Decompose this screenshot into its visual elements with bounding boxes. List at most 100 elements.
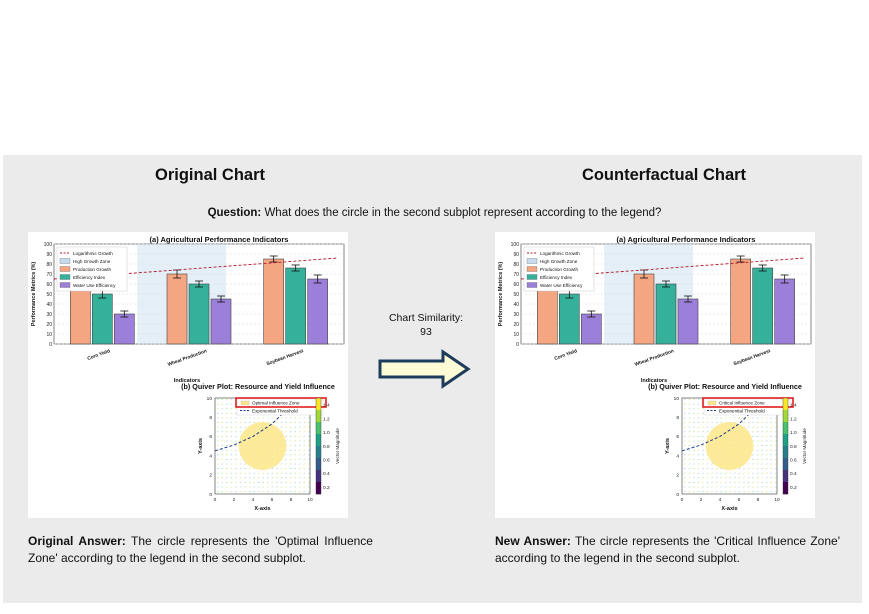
quiver-arrow <box>298 454 301 456</box>
quiver-arrow <box>285 477 287 479</box>
bar-category-label: Soybean Harvest <box>733 348 772 367</box>
quiver-arrow <box>688 421 691 424</box>
quiver-arrow <box>756 435 759 438</box>
quiver-arrow <box>770 435 773 438</box>
quiver-arrow <box>729 417 732 419</box>
legend-label: Water Use Efficiency <box>73 283 116 288</box>
quiver-arrow <box>706 477 709 479</box>
quiver-arrow <box>289 472 292 474</box>
quiver-arrow <box>688 444 691 447</box>
legend-swatch <box>59 274 71 280</box>
quiver-y-tick-label: 10 <box>674 396 680 402</box>
quiver-arrow <box>294 426 297 428</box>
quiver-arrow <box>307 467 310 470</box>
quiver-arrow <box>235 417 237 419</box>
quiver-arrow <box>298 449 301 451</box>
quiver-arrow <box>235 412 237 415</box>
quiver-arrow <box>765 472 768 474</box>
quiver-arrow <box>761 490 764 493</box>
quiver-arrow <box>262 481 265 484</box>
original-answer: Original Answer: The circle represents t… <box>28 533 373 567</box>
quiver-arrow <box>239 458 242 461</box>
quiver-arrow <box>765 481 768 484</box>
legend-swatch <box>59 258 71 264</box>
colorbar-tick-label: 1.2 <box>323 416 330 422</box>
quiver-arrow <box>765 449 768 451</box>
quiver-arrow <box>761 463 764 465</box>
quiver-arrow <box>761 440 764 442</box>
quiver-arrow <box>216 440 219 442</box>
quiver-x-tick-label: 0 <box>214 497 217 503</box>
quiver-arrow <box>225 431 228 433</box>
quiver-arrow <box>706 431 709 433</box>
quiver-arrow <box>752 421 754 424</box>
quiver-arrow <box>688 426 691 428</box>
quiver-arrow <box>743 477 745 479</box>
quiver-arrow <box>733 477 736 479</box>
quiver-arrow <box>280 486 283 488</box>
quiver-arrow <box>253 472 256 474</box>
quiver-arrow <box>711 477 714 479</box>
quiver-arrow <box>239 472 242 474</box>
quiver-arrow <box>289 431 292 433</box>
quiver-arrow <box>235 454 237 456</box>
quiver-arrow <box>706 490 709 493</box>
quiver-arrow <box>770 440 773 442</box>
quiver-arrow <box>221 412 224 415</box>
quiver-arrow <box>770 458 773 461</box>
quiver-arrow <box>216 463 219 465</box>
quiver-arrow <box>692 486 695 488</box>
quiver-arrow <box>276 417 278 419</box>
quiver-arrow <box>271 477 274 479</box>
quiver-arrow <box>262 486 265 488</box>
quiver-arrow <box>221 449 224 451</box>
quiver-arrow <box>307 477 310 479</box>
quiver-arrow <box>280 467 283 470</box>
quiver-arrow <box>774 421 777 424</box>
quiver-arrow <box>683 486 686 488</box>
quiver-arrow <box>715 467 718 470</box>
quiver-arrow <box>752 426 754 428</box>
quiver-arrow <box>221 403 224 405</box>
quiver-arrow <box>683 431 686 433</box>
quiver-arrow <box>216 412 219 415</box>
quiver-arrow <box>285 421 287 424</box>
quiver-arrow <box>761 481 764 484</box>
quiver-arrow <box>706 481 709 484</box>
quiver-arrow <box>752 431 754 433</box>
quiver-arrow <box>756 417 759 419</box>
quiver-arrow <box>298 431 301 433</box>
quiver-arrow <box>221 408 224 410</box>
colorbar-tick-label: 0.6 <box>790 458 797 464</box>
quiver-arrow <box>702 454 704 456</box>
quiver-arrow <box>225 408 228 410</box>
quiver-arrow <box>715 490 718 493</box>
quiver-arrow <box>688 458 691 461</box>
quiver-arrow <box>702 426 704 428</box>
quiver-arrow <box>257 486 260 488</box>
quiver-arrow <box>747 490 750 493</box>
quiver-arrow <box>697 467 700 470</box>
quiver-arrow <box>298 458 301 461</box>
colorbar-segment <box>783 470 788 483</box>
quiver-y-tick-label: 0 <box>676 492 679 498</box>
quiver-arrow <box>720 477 723 479</box>
bar-y-tick-label: 0 <box>516 342 519 348</box>
quiver-arrow <box>752 481 754 484</box>
quiver-arrow <box>262 490 265 493</box>
quiver-arrow <box>706 426 709 428</box>
quiver-arrow <box>289 490 292 493</box>
quiver-arrow <box>774 481 777 484</box>
bar-category-label: Soybean Harvest <box>266 348 305 367</box>
quiver-arrow <box>711 421 714 424</box>
quiver-arrow <box>307 449 310 451</box>
quiver-arrow <box>289 486 292 488</box>
quiver-arrow <box>733 486 736 488</box>
quiver-y-tick-label: 6 <box>676 434 679 440</box>
quiver-arrow <box>298 421 301 424</box>
quiver-arrow <box>248 417 251 419</box>
quiver-arrow <box>225 421 228 424</box>
quiver-arrow <box>688 398 691 401</box>
quiver-arrow <box>303 426 306 428</box>
quiver-arrow <box>216 458 219 461</box>
